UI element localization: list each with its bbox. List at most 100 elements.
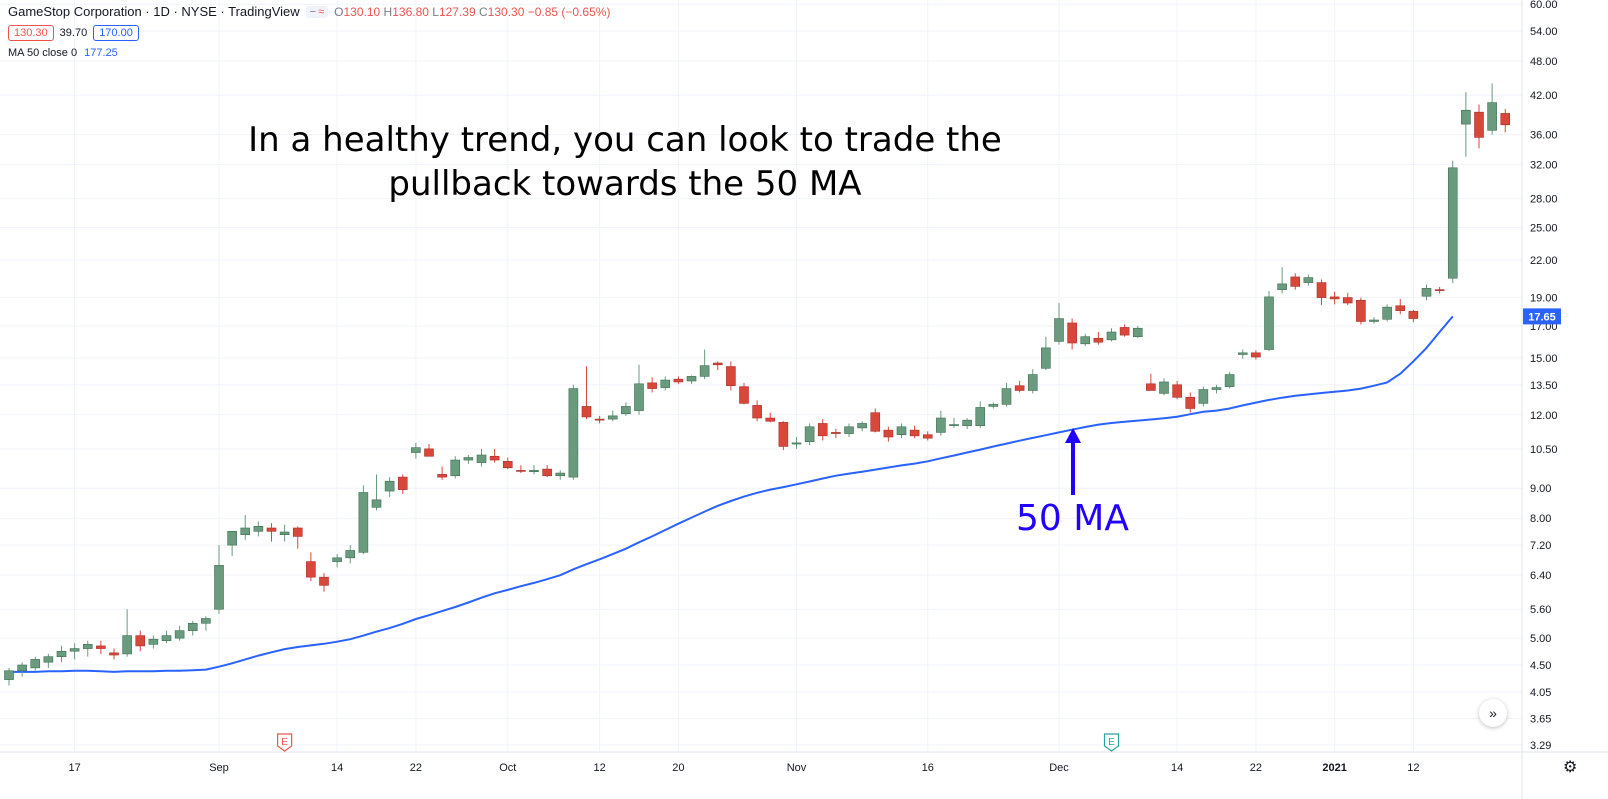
candle-body [962,419,972,426]
candle [201,616,211,631]
candle-body [988,404,999,407]
candle-body [516,470,526,472]
candle [1198,386,1209,407]
candle-body [1434,289,1445,291]
candle [1434,287,1445,294]
candle-body [397,476,408,490]
candle-body [161,635,172,642]
candle [1080,333,1091,347]
candle-body [227,531,237,546]
ohlc-values: O130.10 H136.80 L127.39 C130.30 −0.85 (−… [334,5,610,19]
ma-legend[interactable]: MA 50 close 0 177.25 [8,47,610,59]
time-tick-label: 20 [672,762,684,774]
candle-body [424,448,434,457]
sell-price-box[interactable]: 130.30 [8,25,54,41]
symbol-title[interactable]: GameStop Corporation · 1D · NYSE · Tradi… [8,4,300,19]
candle-body [896,426,907,435]
candle-body [621,406,631,415]
candle-body [883,429,894,438]
candle-body [476,454,487,463]
candle [568,384,579,480]
candle-body [1185,397,1196,409]
candle-body [43,656,54,663]
last-price-label: 17.65 [1528,311,1556,323]
price-tick-label: 12.00 [1530,410,1558,422]
candle [607,410,618,422]
candle [463,455,474,464]
compare-icon[interactable]: ≈ [318,5,325,18]
earnings-marker-label: E [1108,737,1115,748]
candle-body [529,470,539,473]
candle [1185,392,1196,413]
scroll-to-realtime-button[interactable]: » [1479,699,1507,727]
candle-body [975,407,986,426]
ma-legend-label: MA 50 close 0 [8,47,78,59]
candle [56,645,67,663]
candle-body [1067,322,1077,344]
candle [227,531,237,556]
buy-price-box[interactable]: 170.00 [93,25,139,41]
candle-body [1408,311,1419,319]
candle [1027,369,1038,394]
candle [1067,318,1077,350]
price-tick-label: 9.00 [1530,483,1551,495]
change-value: −0.85 (−0.65%) [527,4,611,19]
candle [109,648,119,660]
candle-body [4,670,14,680]
chart-grid [0,0,1522,752]
candle [1224,371,1235,389]
candle [621,402,631,416]
price-tick-label: 8.00 [1530,513,1551,525]
time-axis[interactable]: 17 Sep 14 22 Oct 12 20 Nov 16 Dec 14 22 2021 12 [0,751,1608,774]
candle-body [502,461,513,469]
candle-body [752,405,762,419]
candle-body [1264,296,1274,350]
candle [17,662,27,677]
chart-legend: GameStop Corporation · 1D · NYSE · Tradi… [8,4,610,59]
candle [1251,350,1261,360]
gear-icon[interactable]: ⚙ [1563,759,1578,776]
candle [1408,309,1419,323]
candle-body [1172,384,1182,398]
candle [371,474,382,511]
candle-body [240,527,251,536]
candle [279,524,290,542]
candle-body [594,418,605,421]
price-tick-label: 22.00 [1530,255,1558,267]
candle [1356,297,1366,325]
price-tick-label: 36.00 [1530,130,1558,142]
price-axis[interactable]: 60.00 54.00 48.00 42.00 36.00 32.00 28.00 25.00… [1521,0,1561,799]
candle [936,410,946,436]
candle-body [1080,336,1091,345]
high-value: 136.80 [392,4,429,19]
price-tick-label: 6.40 [1530,570,1551,582]
candle-body [831,432,841,434]
candle [975,401,986,428]
candle-body [1316,282,1327,298]
candle [424,444,434,457]
candle-body [673,378,684,383]
candle [345,545,356,564]
candle [502,457,513,470]
time-tick-label: 17 [69,762,81,774]
candle [489,448,500,463]
candle-body [109,652,119,656]
candle-body [1159,381,1169,394]
candle [122,609,132,657]
candle-body [56,650,67,657]
candle [476,448,487,467]
minus-icon[interactable]: − [309,5,317,18]
candle-body [1001,388,1012,405]
candle [1290,273,1301,290]
candle [437,466,447,480]
candle [1211,384,1222,394]
candle [30,656,41,671]
candle-body [214,565,224,610]
candle [384,477,395,497]
candle [883,426,894,442]
candle-body [699,365,710,377]
moving-average-50 [9,315,1454,673]
price-tick-label: 5.60 [1530,604,1551,616]
candle [739,382,749,405]
